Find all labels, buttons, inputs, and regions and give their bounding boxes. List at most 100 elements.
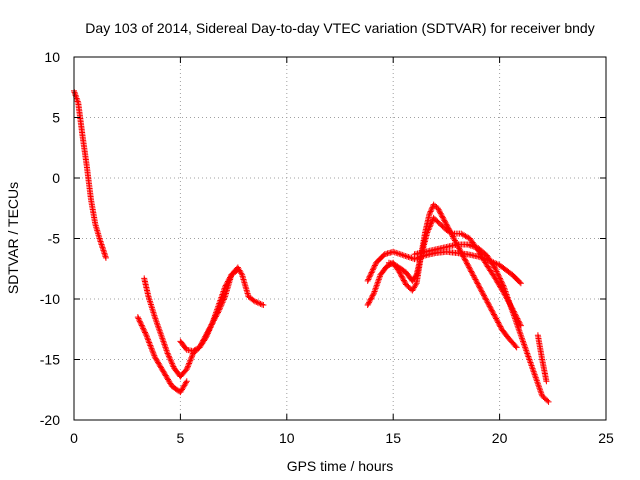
data-point — [400, 277, 407, 284]
data-point — [467, 267, 474, 274]
data-point — [492, 265, 499, 272]
data-point — [449, 232, 456, 239]
data-point — [365, 275, 372, 282]
data-point — [371, 262, 378, 269]
data-point — [543, 378, 550, 385]
x-tick-label: 0 — [70, 430, 78, 446]
data-point — [140, 325, 147, 332]
data-point — [448, 230, 455, 237]
data-point — [371, 263, 378, 270]
data-point — [183, 366, 190, 373]
data-point — [137, 319, 144, 326]
data-point — [478, 288, 485, 295]
data-point — [494, 269, 501, 276]
data-point — [412, 281, 419, 288]
data-point — [167, 356, 174, 363]
data-point — [370, 265, 377, 272]
data-point — [139, 323, 146, 330]
data-point — [204, 331, 211, 338]
data-point — [254, 299, 261, 306]
data-point — [146, 339, 153, 346]
y-axis-label: SDTVAR / TECUs — [5, 182, 21, 294]
data-point — [164, 350, 171, 357]
data-point — [225, 277, 232, 284]
data-point — [483, 298, 490, 305]
data-point — [149, 348, 156, 355]
data-point — [438, 211, 445, 218]
data-point — [459, 252, 466, 259]
data-point — [496, 274, 503, 281]
data-point — [238, 270, 245, 277]
data-point — [367, 296, 374, 303]
data-point — [208, 321, 215, 328]
data-point — [441, 217, 448, 224]
data-point — [364, 277, 371, 284]
data-point — [444, 222, 451, 229]
data-point — [222, 282, 229, 289]
data-point — [473, 277, 480, 284]
data-point — [143, 332, 150, 339]
data-point — [399, 274, 406, 281]
x-tick-label: 15 — [385, 430, 401, 446]
y-tick-label: -10 — [40, 291, 60, 307]
x-tick-label: 10 — [279, 430, 295, 446]
data-point — [367, 272, 374, 279]
data-point — [436, 207, 443, 214]
data-point — [147, 343, 154, 350]
data-point — [388, 260, 395, 267]
data-point — [204, 330, 211, 337]
data-point — [166, 354, 173, 361]
data-point — [496, 275, 503, 282]
data-point — [223, 281, 230, 288]
grid-lines — [74, 57, 606, 420]
data-point — [398, 273, 405, 280]
data-point — [192, 346, 199, 353]
data-point — [434, 205, 441, 212]
data-point — [494, 271, 501, 278]
data-point — [451, 237, 458, 244]
y-tick-label: -20 — [40, 412, 60, 428]
data-point — [222, 283, 229, 290]
data-point — [136, 316, 143, 323]
data-point — [138, 322, 145, 329]
data-point — [145, 336, 152, 343]
data-point — [483, 296, 490, 303]
data-point — [143, 333, 150, 340]
data-point — [464, 261, 471, 268]
data-point — [440, 216, 447, 223]
data-point — [479, 289, 486, 296]
series-arc-3d — [411, 241, 552, 405]
data-point — [435, 206, 442, 213]
data-point — [496, 322, 503, 329]
data-point — [205, 328, 212, 335]
data-point — [187, 356, 194, 363]
data-point — [449, 233, 456, 240]
data-point — [142, 329, 149, 336]
data-point — [138, 321, 145, 328]
chart-title: Day 103 of 2014, Sidereal Day-to-day VTE… — [85, 20, 594, 36]
data-point — [182, 379, 189, 386]
data-point — [366, 273, 373, 280]
data-point — [516, 279, 523, 286]
data-point — [462, 257, 469, 264]
data-point — [442, 220, 449, 227]
data-point — [513, 344, 520, 351]
data-point — [482, 295, 489, 302]
data-point — [169, 362, 176, 369]
data-point — [512, 343, 519, 350]
data-point — [141, 328, 148, 335]
data-point — [184, 364, 191, 371]
data-point — [487, 304, 494, 311]
data-point — [499, 281, 506, 288]
data-point — [227, 274, 234, 281]
data-point — [495, 319, 502, 326]
data-point — [459, 250, 466, 257]
data-point — [517, 280, 524, 287]
data-point — [437, 209, 444, 216]
data-point — [258, 301, 265, 308]
data-point — [366, 299, 373, 306]
data-point — [493, 316, 500, 323]
data-point — [441, 218, 448, 225]
data-point — [488, 306, 495, 313]
data-point — [191, 347, 198, 354]
